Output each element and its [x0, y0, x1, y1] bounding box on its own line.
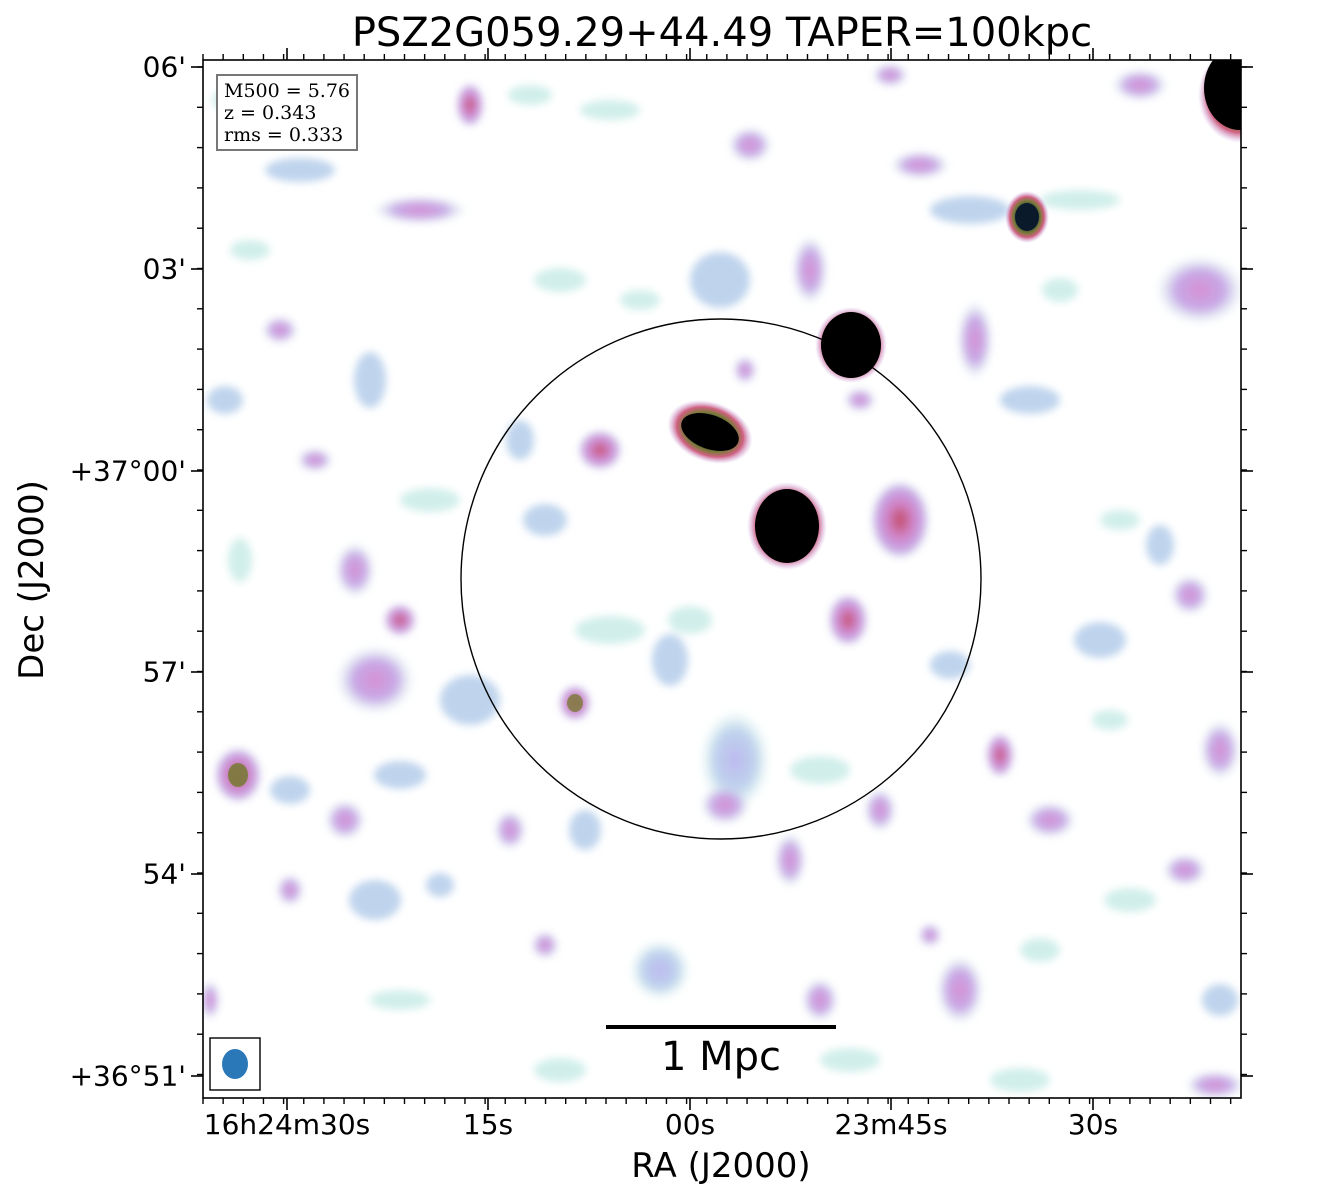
rms-text: rms = 0.333: [224, 124, 344, 146]
plot-area: [203, 60, 1241, 1098]
y-tick-label: 03': [142, 252, 186, 286]
y-axis-label: Dec (J2000): [12, 480, 52, 680]
plot-frame: [202, 59, 1242, 1099]
redshift-text: z = 0.343: [224, 102, 317, 124]
y-tick-label: +36°51': [69, 1059, 186, 1093]
x-tick-label: 30s: [1067, 1108, 1119, 1141]
emission-map: [203, 60, 1241, 1098]
y-tick-label: 57': [142, 655, 186, 689]
x-tick-label: 23m45s: [834, 1108, 948, 1141]
axis-ticks: [191, 48, 1253, 1110]
plot-title: PSZ2G059.29+44.49 TAPER=100kpc: [351, 10, 1093, 56]
r500-circle: [460, 318, 982, 840]
x-axis-label: RA (J2000): [631, 1146, 811, 1186]
beam-ellipse: [222, 1049, 248, 1079]
scale-bar-label: 1 Mpc: [660, 1034, 782, 1080]
y-tick-label: 06': [142, 50, 186, 84]
x-tick-label: 00s: [664, 1108, 716, 1141]
x-tick-label: 16h24m30s: [203, 1108, 371, 1141]
mass-text: M500 = 5.76: [224, 80, 351, 102]
cluster-info-box: M500 = 5.76 z = 0.343 rms = 0.333: [216, 74, 359, 151]
y-tick-label: 54': [142, 857, 186, 891]
x-tick-label: 15s: [462, 1108, 514, 1141]
y-tick-label: +37°00': [69, 454, 186, 488]
